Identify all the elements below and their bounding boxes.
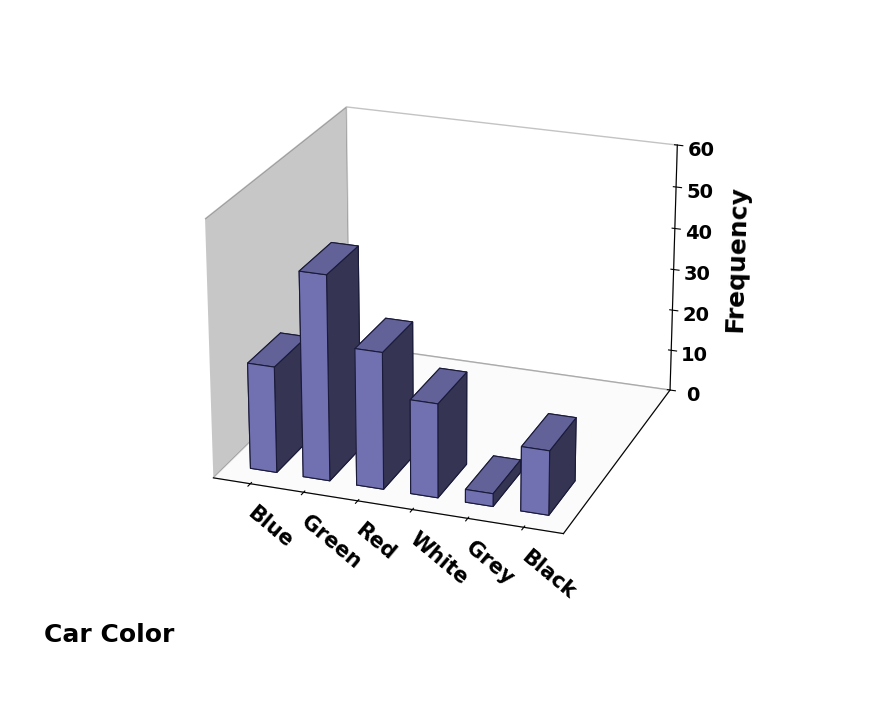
Text: Car Color: Car Color [44, 623, 175, 647]
